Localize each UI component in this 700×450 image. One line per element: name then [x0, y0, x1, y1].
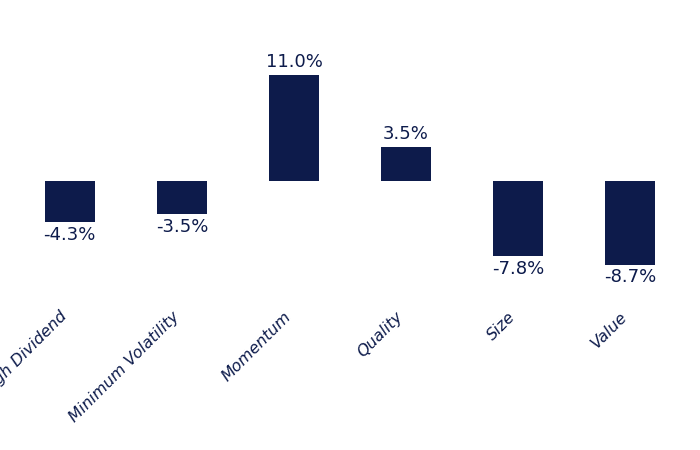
Text: -8.7%: -8.7% [604, 268, 657, 286]
Bar [269, 75, 319, 180]
Bar [605, 180, 655, 265]
Text: 3.5%: 3.5% [383, 125, 429, 143]
Text: 11.0%: 11.0% [265, 53, 323, 71]
Text: -4.3%: -4.3% [43, 226, 96, 244]
Bar [45, 180, 95, 222]
Bar [493, 180, 543, 256]
Bar [157, 180, 207, 214]
Bar [381, 147, 431, 180]
Text: -7.8%: -7.8% [492, 260, 545, 278]
Text: -3.5%: -3.5% [155, 218, 208, 236]
